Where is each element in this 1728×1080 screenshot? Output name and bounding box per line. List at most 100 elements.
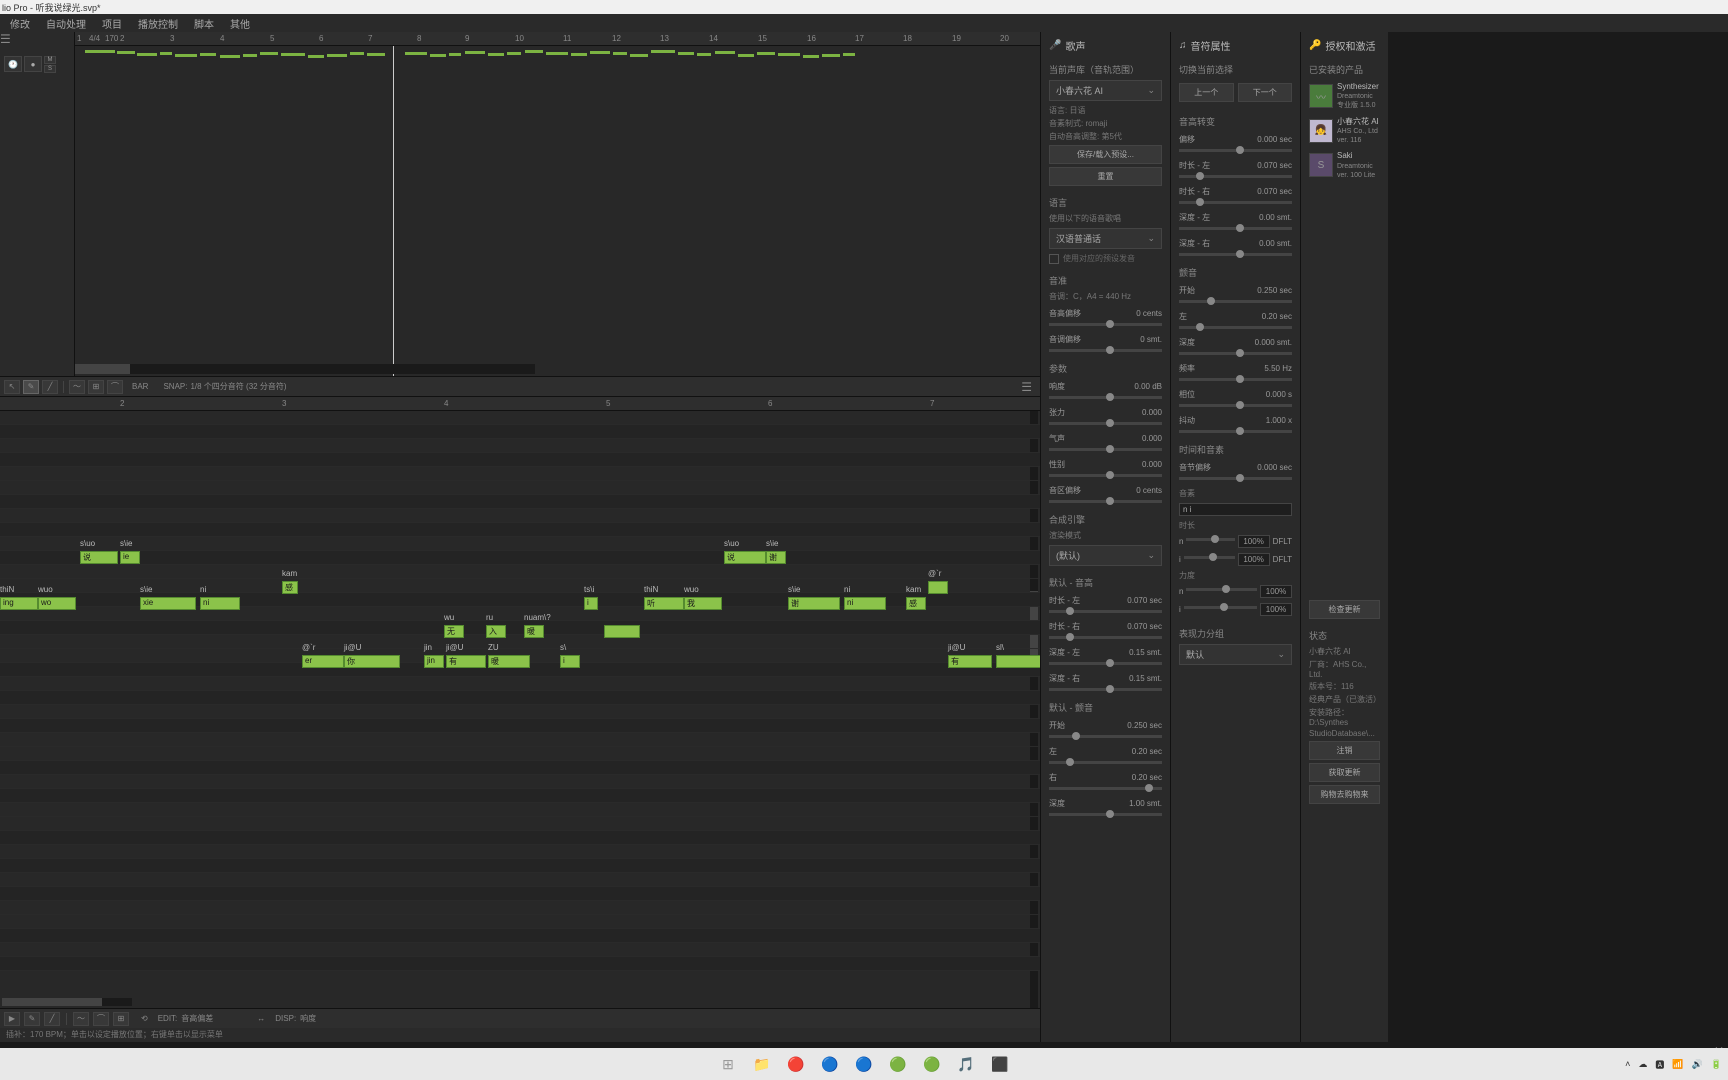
piano-note[interactable]: 暖 [524,625,544,638]
param-slider[interactable] [1049,474,1162,477]
piano-note[interactable]: i [560,655,580,668]
overview-note[interactable] [367,53,385,56]
overview-note[interactable] [308,55,324,58]
param-slider[interactable] [1179,175,1292,178]
product-item[interactable]: 👧小春六花 AIAHS Co., Ltdver. 116 [1309,117,1380,146]
overview-note[interactable] [803,55,819,58]
overview-note[interactable] [430,54,446,57]
check-update-button[interactable]: 检查更新 [1309,600,1380,619]
taskbar-app-icon[interactable]: 🎵 [952,1050,980,1078]
piano-note[interactable]: 入 [486,625,506,638]
playhead[interactable] [393,46,394,376]
menu-script[interactable]: 脚本 [194,16,214,31]
product-item[interactable]: 〰SynthesizerDreamtonic专业版 1.5.0 [1309,82,1380,111]
voice-dropdown[interactable]: 小春六花 AI [1049,80,1162,101]
overview-note[interactable] [678,52,694,55]
arrange-scrollbar[interactable] [75,364,535,374]
overview-note[interactable] [571,53,587,56]
param-slider[interactable] [1179,326,1292,329]
overview-note[interactable] [137,53,157,56]
param-slider[interactable] [1049,813,1162,816]
overview-note[interactable] [546,52,568,55]
overview-note[interactable] [630,54,648,57]
menu-auto[interactable]: 自动处理 [46,16,86,31]
lang-dropdown[interactable]: 汉语普通话 [1049,228,1162,249]
bt-curve[interactable]: ⌒ [93,1012,109,1026]
offset-slider[interactable] [1179,477,1292,480]
overview-note[interactable] [260,52,278,55]
taskbar-app-icon[interactable]: 🔴 [782,1050,810,1078]
param-slider[interactable] [1049,500,1162,503]
overview-note[interactable] [405,52,427,55]
overview-note[interactable] [465,51,485,54]
product-item[interactable]: SSakiDreamtonicver. 100 Lite [1309,151,1380,180]
param-slider[interactable] [1179,253,1292,256]
overview-note[interactable] [281,53,305,56]
tool-pencil[interactable]: ✎ [23,380,39,394]
piano-note[interactable]: wo [38,597,76,610]
snap-value[interactable]: 1/8 个四分音符 (32 分音符) [190,381,286,392]
param-slider[interactable] [1179,201,1292,204]
overview-note[interactable] [697,53,711,56]
piano-note[interactable] [928,581,948,594]
piano-note[interactable]: 有 [446,655,486,668]
param-slider[interactable] [1049,422,1162,425]
tray-wifi-icon[interactable]: 📶 [1672,1059,1683,1070]
bt-pencil[interactable]: ✎ [24,1012,40,1026]
param-slider[interactable] [1049,787,1162,790]
tray[interactable]: ˄ ☁ 🅰 📶 🔊 🔋 [1625,1058,1722,1071]
param-slider[interactable] [1179,352,1292,355]
piano-note[interactable]: xie [140,597,196,610]
piano-note[interactable] [996,655,1040,668]
pr-menu-icon[interactable]: ☰ [1021,380,1032,394]
piano-note[interactable]: ni [844,597,886,610]
piano-note[interactable]: 有 [948,655,992,668]
piano-note[interactable]: 无 [444,625,464,638]
overview-note[interactable] [778,53,800,56]
taskbar-app-icon[interactable]: ⬛ [986,1050,1014,1078]
param-slider[interactable] [1179,430,1292,433]
bt-play[interactable]: ▶ [4,1012,20,1026]
bt-line[interactable]: ╱ [44,1012,60,1026]
param-slider[interactable] [1049,761,1162,764]
arrangement-timeline[interactable] [75,46,1040,376]
store-button[interactable]: 购物去购物来 [1309,785,1380,804]
piano-note[interactable] [604,625,640,638]
piano-note[interactable]: ni [200,597,240,610]
dur-slider-1[interactable] [1186,538,1234,541]
piano-note[interactable]: 感 [282,581,298,594]
piano-note[interactable]: 说 [80,551,118,564]
tray-chevron-icon[interactable]: ˄ [1625,1059,1630,1069]
taskbar-app-icon[interactable]: 🔵 [850,1050,878,1078]
param-slider[interactable] [1179,227,1292,230]
overview-note[interactable] [160,52,172,55]
disp-value[interactable]: 响度 [300,1013,316,1024]
piano-note[interactable]: 暖 [488,655,530,668]
overview-note[interactable] [243,54,257,57]
str-slider-2[interactable] [1184,606,1257,609]
tool-wave[interactable]: 〜 [69,380,85,394]
overview-note[interactable] [85,50,115,53]
taskbar-app-icon[interactable]: 🟢 [884,1050,912,1078]
param-slider[interactable] [1049,448,1162,451]
menu-project[interactable]: 项目 [102,16,122,31]
overview-note[interactable] [200,53,216,56]
save-preset-button[interactable]: 保存/载入预设... [1049,145,1162,164]
overview-note[interactable] [525,50,543,53]
mute-button[interactable]: M [44,56,56,64]
param-slider[interactable] [1049,662,1162,665]
piano-note[interactable]: ie [120,551,140,564]
overview-note[interactable] [117,51,135,54]
piano-note[interactable]: 说 [724,551,766,564]
piano-note[interactable]: 感 [906,597,926,610]
param-slider[interactable] [1049,349,1162,352]
update-button[interactable]: 获取更新 [1309,763,1380,782]
piano-note[interactable]: 听 [644,597,684,610]
piano-note[interactable]: 谢 [788,597,840,610]
overview-note[interactable] [220,55,240,58]
tray-lang-icon[interactable]: 🅰 [1655,1058,1664,1071]
menu-playback[interactable]: 播放控制 [138,16,178,31]
taskbar-app-icon[interactable]: 📁 [748,1050,776,1078]
dur-slider-2[interactable] [1184,556,1235,559]
piano-note[interactable]: jin [424,655,444,668]
